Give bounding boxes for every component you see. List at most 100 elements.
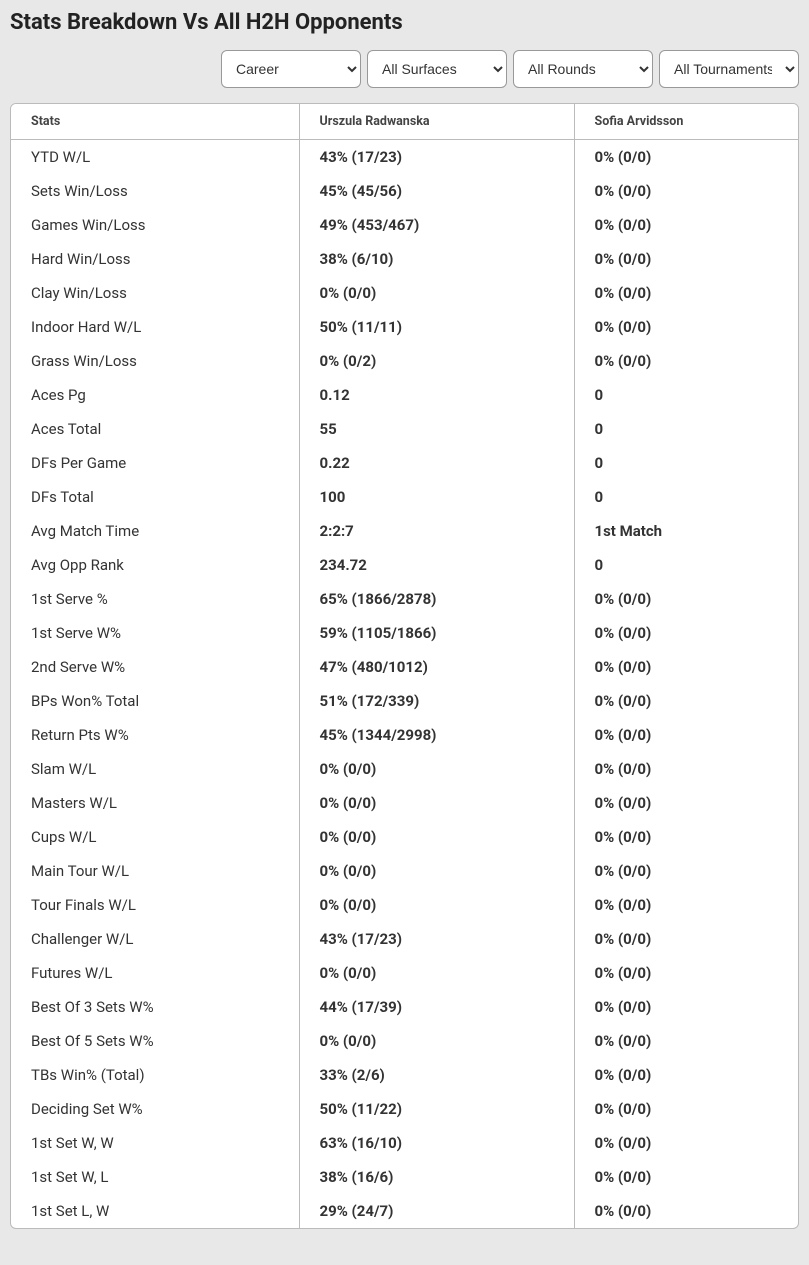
stat-label: Aces Total	[11, 412, 299, 446]
stat-value-player1: 0% (0/0)	[299, 854, 574, 888]
stat-label: Main Tour W/L	[11, 854, 299, 888]
stat-value-player1: 0% (0/0)	[299, 888, 574, 922]
table-row: Avg Match Time2:2:71st Match	[11, 514, 798, 548]
stat-value-player2: 1st Match	[574, 514, 798, 548]
stat-value-player2: 0	[574, 548, 798, 582]
stat-label: Games Win/Loss	[11, 208, 299, 242]
table-row: Avg Opp Rank234.720	[11, 548, 798, 582]
filter-career[interactable]: Career	[221, 50, 361, 88]
stat-value-player1: 0% (0/2)	[299, 344, 574, 378]
stat-value-player1: 50% (11/22)	[299, 1092, 574, 1126]
table-row: Slam W/L0% (0/0)0% (0/0)	[11, 752, 798, 786]
column-header-player1: Urszula Radwanska	[299, 104, 574, 140]
stat-value-player2: 0% (0/0)	[574, 310, 798, 344]
stat-label: Cups W/L	[11, 820, 299, 854]
stat-value-player2: 0% (0/0)	[574, 1160, 798, 1194]
filters-bar: Career All Surfaces All Rounds All Tourn…	[10, 50, 799, 88]
table-row: Sets Win/Loss45% (45/56)0% (0/0)	[11, 174, 798, 208]
stat-label: Challenger W/L	[11, 922, 299, 956]
table-row: 1st Set W, L38% (16/6)0% (0/0)	[11, 1160, 798, 1194]
table-row: 2nd Serve W%47% (480/1012)0% (0/0)	[11, 650, 798, 684]
table-row: TBs Win% (Total)33% (2/6)0% (0/0)	[11, 1058, 798, 1092]
filter-rounds[interactable]: All Rounds	[513, 50, 653, 88]
table-row: Best Of 3 Sets W%44% (17/39)0% (0/0)	[11, 990, 798, 1024]
table-row: DFs Per Game0.220	[11, 446, 798, 480]
stat-value-player1: 33% (2/6)	[299, 1058, 574, 1092]
stat-label: 2nd Serve W%	[11, 650, 299, 684]
stat-label: 1st Set L, W	[11, 1194, 299, 1228]
stat-value-player1: 47% (480/1012)	[299, 650, 574, 684]
stat-value-player1: 44% (17/39)	[299, 990, 574, 1024]
stat-label: Sets Win/Loss	[11, 174, 299, 208]
stat-value-player1: 55	[299, 412, 574, 446]
stat-label: DFs Per Game	[11, 446, 299, 480]
stat-value-player1: 43% (17/23)	[299, 140, 574, 175]
table-row: Grass Win/Loss0% (0/2)0% (0/0)	[11, 344, 798, 378]
table-row: Best Of 5 Sets W%0% (0/0)0% (0/0)	[11, 1024, 798, 1058]
table-row: YTD W/L43% (17/23)0% (0/0)	[11, 140, 798, 175]
stat-value-player2: 0% (0/0)	[574, 344, 798, 378]
stat-value-player1: 38% (16/6)	[299, 1160, 574, 1194]
stat-label: Clay Win/Loss	[11, 276, 299, 310]
filter-surfaces[interactable]: All Surfaces	[367, 50, 507, 88]
stat-label: 1st Set W, L	[11, 1160, 299, 1194]
stat-label: Tour Finals W/L	[11, 888, 299, 922]
stat-label: Grass Win/Loss	[11, 344, 299, 378]
stat-value-player1: 63% (16/10)	[299, 1126, 574, 1160]
stat-value-player2: 0% (0/0)	[574, 752, 798, 786]
stat-value-player1: 45% (1344/2998)	[299, 718, 574, 752]
table-row: Return Pts W%45% (1344/2998)0% (0/0)	[11, 718, 798, 752]
stat-value-player2: 0% (0/0)	[574, 718, 798, 752]
stat-label: Best Of 3 Sets W%	[11, 990, 299, 1024]
filter-tournaments[interactable]: All Tournaments	[659, 50, 799, 88]
table-row: 1st Serve %65% (1866/2878)0% (0/0)	[11, 582, 798, 616]
table-row: Aces Pg0.120	[11, 378, 798, 412]
stat-value-player2: 0	[574, 446, 798, 480]
stat-value-player2: 0% (0/0)	[574, 820, 798, 854]
stat-value-player1: 0% (0/0)	[299, 786, 574, 820]
table-row: Tour Finals W/L0% (0/0)0% (0/0)	[11, 888, 798, 922]
stat-value-player1: 2:2:7	[299, 514, 574, 548]
stat-value-player1: 43% (17/23)	[299, 922, 574, 956]
table-row: Futures W/L0% (0/0)0% (0/0)	[11, 956, 798, 990]
stat-value-player2: 0% (0/0)	[574, 140, 798, 175]
stat-value-player1: 0.12	[299, 378, 574, 412]
stat-label: Indoor Hard W/L	[11, 310, 299, 344]
stat-label: Avg Match Time	[11, 514, 299, 548]
table-row: 1st Serve W%59% (1105/1866)0% (0/0)	[11, 616, 798, 650]
stat-value-player1: 0% (0/0)	[299, 956, 574, 990]
stat-label: Best Of 5 Sets W%	[11, 1024, 299, 1058]
table-row: BPs Won% Total51% (172/339)0% (0/0)	[11, 684, 798, 718]
stat-value-player1: 0.22	[299, 446, 574, 480]
stat-label: BPs Won% Total	[11, 684, 299, 718]
stat-value-player1: 0% (0/0)	[299, 752, 574, 786]
stat-value-player2: 0% (0/0)	[574, 888, 798, 922]
table-row: Deciding Set W%50% (11/22)0% (0/0)	[11, 1092, 798, 1126]
table-row: 1st Set W, W63% (16/10)0% (0/0)	[11, 1126, 798, 1160]
table-row: Games Win/Loss49% (453/467)0% (0/0)	[11, 208, 798, 242]
stat-value-player2: 0% (0/0)	[574, 684, 798, 718]
stat-label: Slam W/L	[11, 752, 299, 786]
table-row: Masters W/L0% (0/0)0% (0/0)	[11, 786, 798, 820]
stat-value-player1: 49% (453/467)	[299, 208, 574, 242]
stat-label: 1st Set W, W	[11, 1126, 299, 1160]
page-title: Stats Breakdown Vs All H2H Opponents	[10, 10, 799, 35]
stat-value-player1: 50% (11/11)	[299, 310, 574, 344]
stat-value-player1: 51% (172/339)	[299, 684, 574, 718]
table-header-row: Stats Urszula Radwanska Sofia Arvidsson	[11, 104, 798, 140]
stat-value-player2: 0% (0/0)	[574, 1024, 798, 1058]
stat-label: Aces Pg	[11, 378, 299, 412]
stat-label: 1st Serve W%	[11, 616, 299, 650]
table-row: 1st Set L, W29% (24/7)0% (0/0)	[11, 1194, 798, 1228]
stat-value-player2: 0% (0/0)	[574, 276, 798, 310]
table-row: Challenger W/L43% (17/23)0% (0/0)	[11, 922, 798, 956]
table-row: Hard Win/Loss38% (6/10)0% (0/0)	[11, 242, 798, 276]
stat-value-player2: 0% (0/0)	[574, 208, 798, 242]
stat-label: Hard Win/Loss	[11, 242, 299, 276]
table-row: Cups W/L0% (0/0)0% (0/0)	[11, 820, 798, 854]
stat-value-player1: 234.72	[299, 548, 574, 582]
table-row: Aces Total550	[11, 412, 798, 446]
table-row: Main Tour W/L0% (0/0)0% (0/0)	[11, 854, 798, 888]
stat-label: Masters W/L	[11, 786, 299, 820]
stat-value-player1: 65% (1866/2878)	[299, 582, 574, 616]
